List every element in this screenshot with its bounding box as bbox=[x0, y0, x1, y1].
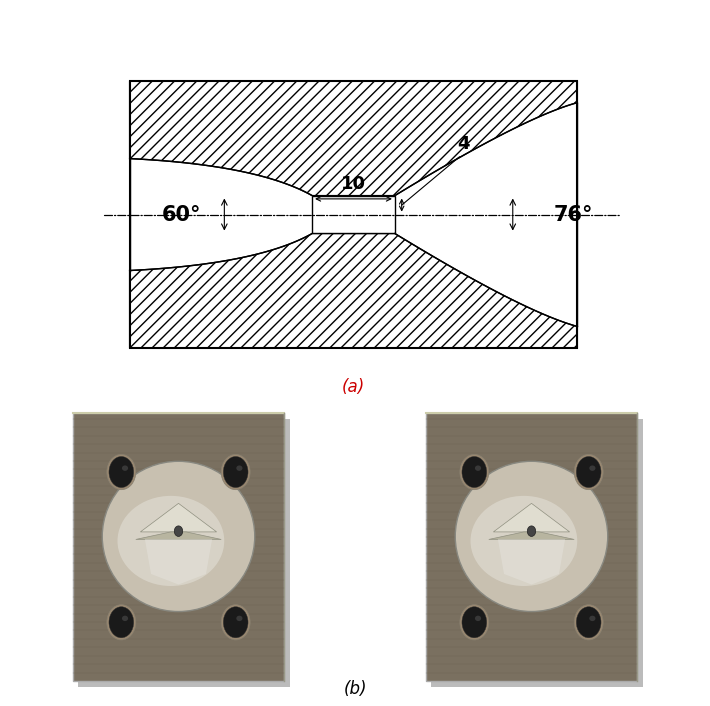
Text: 76°: 76° bbox=[553, 205, 593, 225]
Ellipse shape bbox=[574, 455, 603, 490]
Text: (a): (a) bbox=[342, 378, 365, 396]
Polygon shape bbox=[488, 532, 574, 539]
Text: 4: 4 bbox=[457, 135, 470, 152]
Ellipse shape bbox=[224, 457, 248, 488]
FancyBboxPatch shape bbox=[78, 419, 290, 687]
FancyBboxPatch shape bbox=[425, 413, 638, 681]
Ellipse shape bbox=[471, 496, 577, 586]
Ellipse shape bbox=[175, 526, 182, 537]
Ellipse shape bbox=[462, 457, 486, 488]
Polygon shape bbox=[136, 532, 222, 539]
Ellipse shape bbox=[222, 455, 250, 490]
Ellipse shape bbox=[460, 455, 488, 490]
Ellipse shape bbox=[236, 616, 243, 621]
Ellipse shape bbox=[102, 461, 255, 611]
Ellipse shape bbox=[106, 604, 136, 640]
Ellipse shape bbox=[589, 465, 596, 471]
Text: 10: 10 bbox=[341, 175, 366, 193]
Text: (b): (b) bbox=[343, 680, 367, 698]
Ellipse shape bbox=[460, 604, 488, 640]
Polygon shape bbox=[493, 503, 569, 532]
Ellipse shape bbox=[122, 616, 128, 621]
Polygon shape bbox=[498, 539, 565, 585]
Ellipse shape bbox=[222, 604, 250, 640]
Ellipse shape bbox=[462, 606, 486, 638]
Ellipse shape bbox=[577, 457, 601, 488]
Ellipse shape bbox=[122, 465, 128, 471]
Bar bbox=[312, 196, 395, 234]
Polygon shape bbox=[145, 539, 212, 585]
Polygon shape bbox=[130, 81, 577, 196]
Ellipse shape bbox=[589, 616, 596, 621]
Ellipse shape bbox=[117, 496, 224, 586]
Ellipse shape bbox=[455, 461, 608, 611]
Polygon shape bbox=[141, 503, 217, 532]
Polygon shape bbox=[130, 234, 577, 348]
Ellipse shape bbox=[109, 606, 133, 638]
Ellipse shape bbox=[574, 604, 603, 640]
FancyBboxPatch shape bbox=[72, 413, 285, 681]
Ellipse shape bbox=[109, 457, 133, 488]
Ellipse shape bbox=[224, 606, 248, 638]
Ellipse shape bbox=[475, 465, 481, 471]
Ellipse shape bbox=[528, 526, 535, 537]
Ellipse shape bbox=[106, 455, 136, 490]
Text: 60°: 60° bbox=[162, 205, 201, 225]
FancyBboxPatch shape bbox=[431, 419, 643, 687]
Bar bbox=[130, 81, 577, 348]
Ellipse shape bbox=[475, 616, 481, 621]
Ellipse shape bbox=[236, 465, 243, 471]
Ellipse shape bbox=[577, 606, 601, 638]
